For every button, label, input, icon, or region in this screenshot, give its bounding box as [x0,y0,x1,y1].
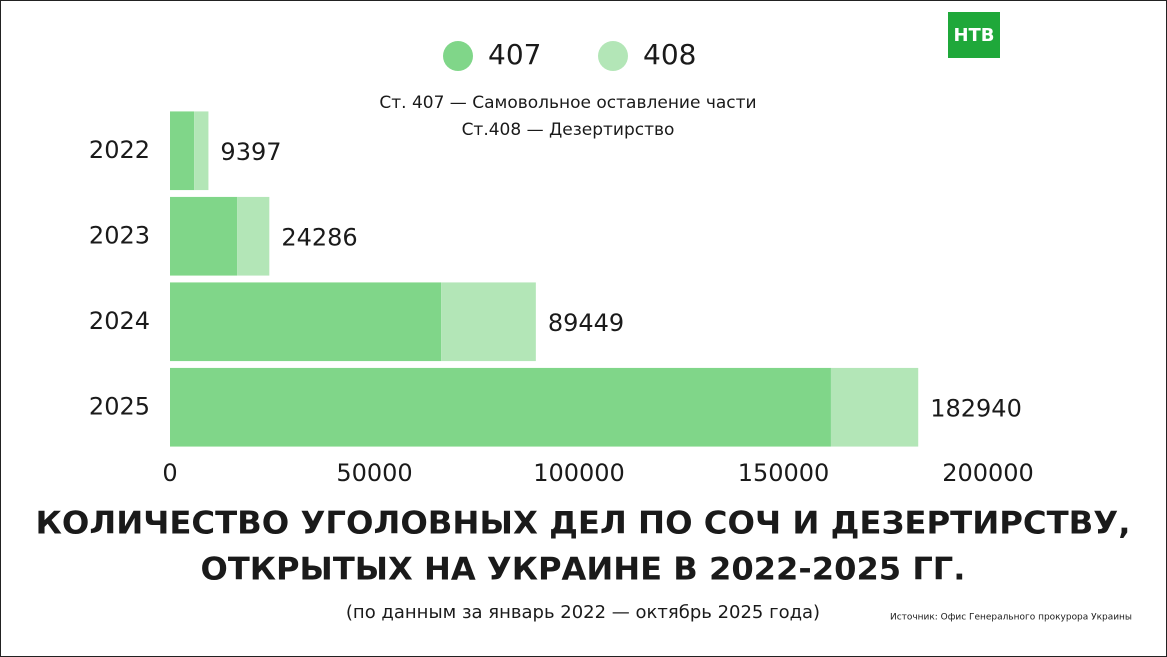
x-tick-label: 0 [162,459,177,487]
legend-marker [443,41,473,71]
x-tick-label: 150000 [738,459,830,487]
legend-label: 408 [643,38,696,71]
y-tick-label: 2023 [89,221,150,249]
y-tick-label: 2024 [89,307,150,335]
legend-label: 407 [488,38,541,71]
bar-segment [830,367,919,447]
bar-segment [194,111,209,191]
x-tick-label: 200000 [942,459,1034,487]
x-tick-label: 50000 [336,459,412,487]
y-tick-label: 2022 [89,136,150,164]
note: Ст. 407 — Самовольное оставление части [379,93,756,113]
total-label: 182940 [930,394,1022,422]
logo-box [948,12,1000,58]
chart-title: ОТКРЫТЫХ НА УКРАИНЕ В 2022-2025 ГГ. [201,552,966,588]
total-label: 9397 [220,138,281,166]
total-label: 89449 [548,309,624,337]
logo: НТВ [953,25,994,46]
subtitle: (по данным за январь 2022 — октябрь 2025… [346,602,820,623]
bar-segment [170,196,238,276]
total-label: 24286 [281,223,357,251]
x-tick-label: 100000 [533,459,625,487]
y-tick-label: 2025 [89,392,150,420]
bar-segment [441,282,536,362]
source: Источник: Офис Генерального прокурора Ук… [890,613,1132,623]
chart-title: КОЛИЧЕСТВО УГОЛОВНЫХ ДЕЛ ПО СОЧ И ДЕЗЕРТ… [36,506,1131,542]
bar-segment [170,367,831,447]
bar-segment [237,196,270,276]
legend-marker [598,41,628,71]
note: Ст.408 — Дезертирство [462,120,675,140]
bar-segment [170,111,195,191]
bar-segment [170,282,442,362]
